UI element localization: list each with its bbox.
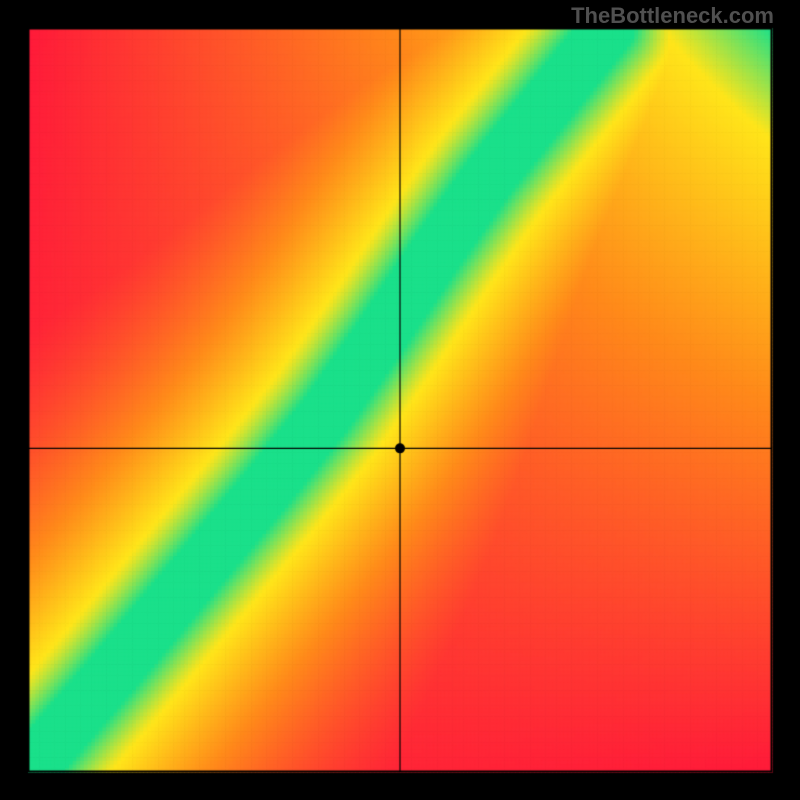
bottleneck-heatmap	[0, 0, 800, 800]
watermark-text: TheBottleneck.com	[571, 3, 774, 29]
